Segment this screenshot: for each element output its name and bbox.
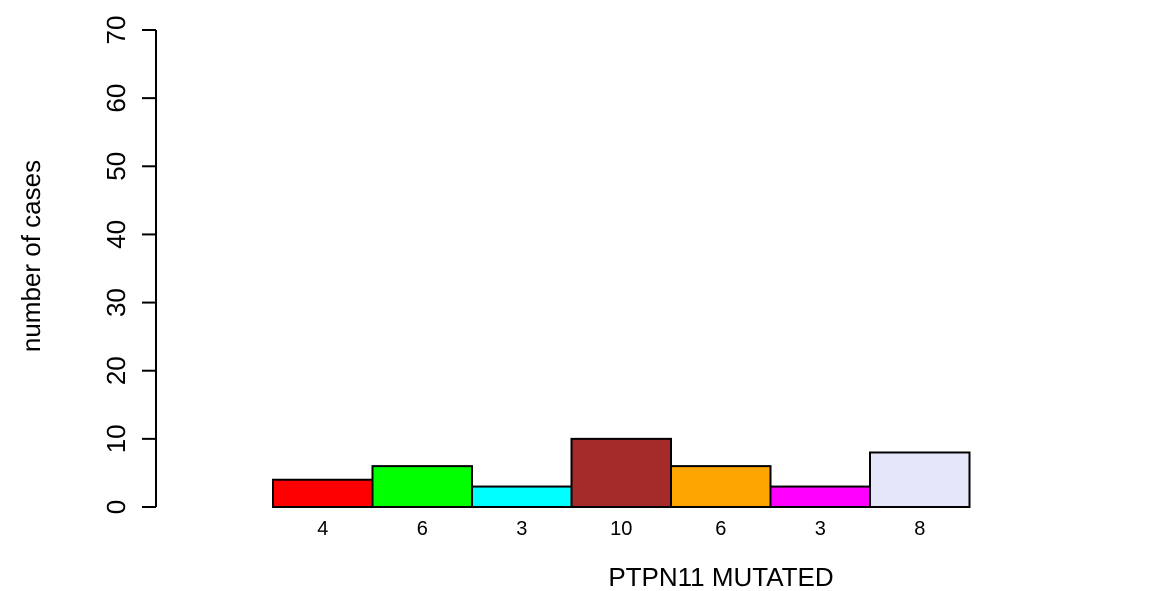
bar-value-label: 4 — [317, 518, 328, 540]
y-tick-label: 70 — [101, 16, 131, 45]
y-tick-label: 60 — [101, 84, 131, 113]
bar-value-label: 6 — [715, 518, 726, 540]
x-axis-label: PTPN11 MUTATED — [608, 562, 833, 591]
y-tick-label: 40 — [101, 220, 131, 249]
y-axis: 0 10 20 30 40 50 60 70 — [101, 16, 157, 514]
bar-value-label: 3 — [516, 518, 527, 540]
y-tick-label: 10 — [101, 424, 131, 453]
x-axis: 4 6 3 10 6 3 8 — [317, 518, 925, 540]
bar — [670, 465, 772, 509]
y-tick-label: 0 — [101, 500, 131, 514]
y-tick-label: 20 — [101, 356, 131, 385]
bar-value-label: 10 — [610, 518, 632, 540]
bar — [769, 485, 871, 508]
bar — [570, 437, 672, 509]
y-tick-label: 30 — [101, 288, 131, 317]
y-tick-label: 50 — [101, 152, 131, 181]
bar — [272, 478, 374, 509]
bar — [471, 485, 573, 508]
bar-value-label: 8 — [914, 518, 925, 540]
bar — [371, 465, 473, 509]
bar-value-label: 3 — [815, 518, 826, 540]
bar — [869, 451, 971, 509]
y-axis-label: number of cases — [16, 160, 46, 352]
bars — [272, 437, 971, 509]
bar-value-label: 6 — [417, 518, 428, 540]
